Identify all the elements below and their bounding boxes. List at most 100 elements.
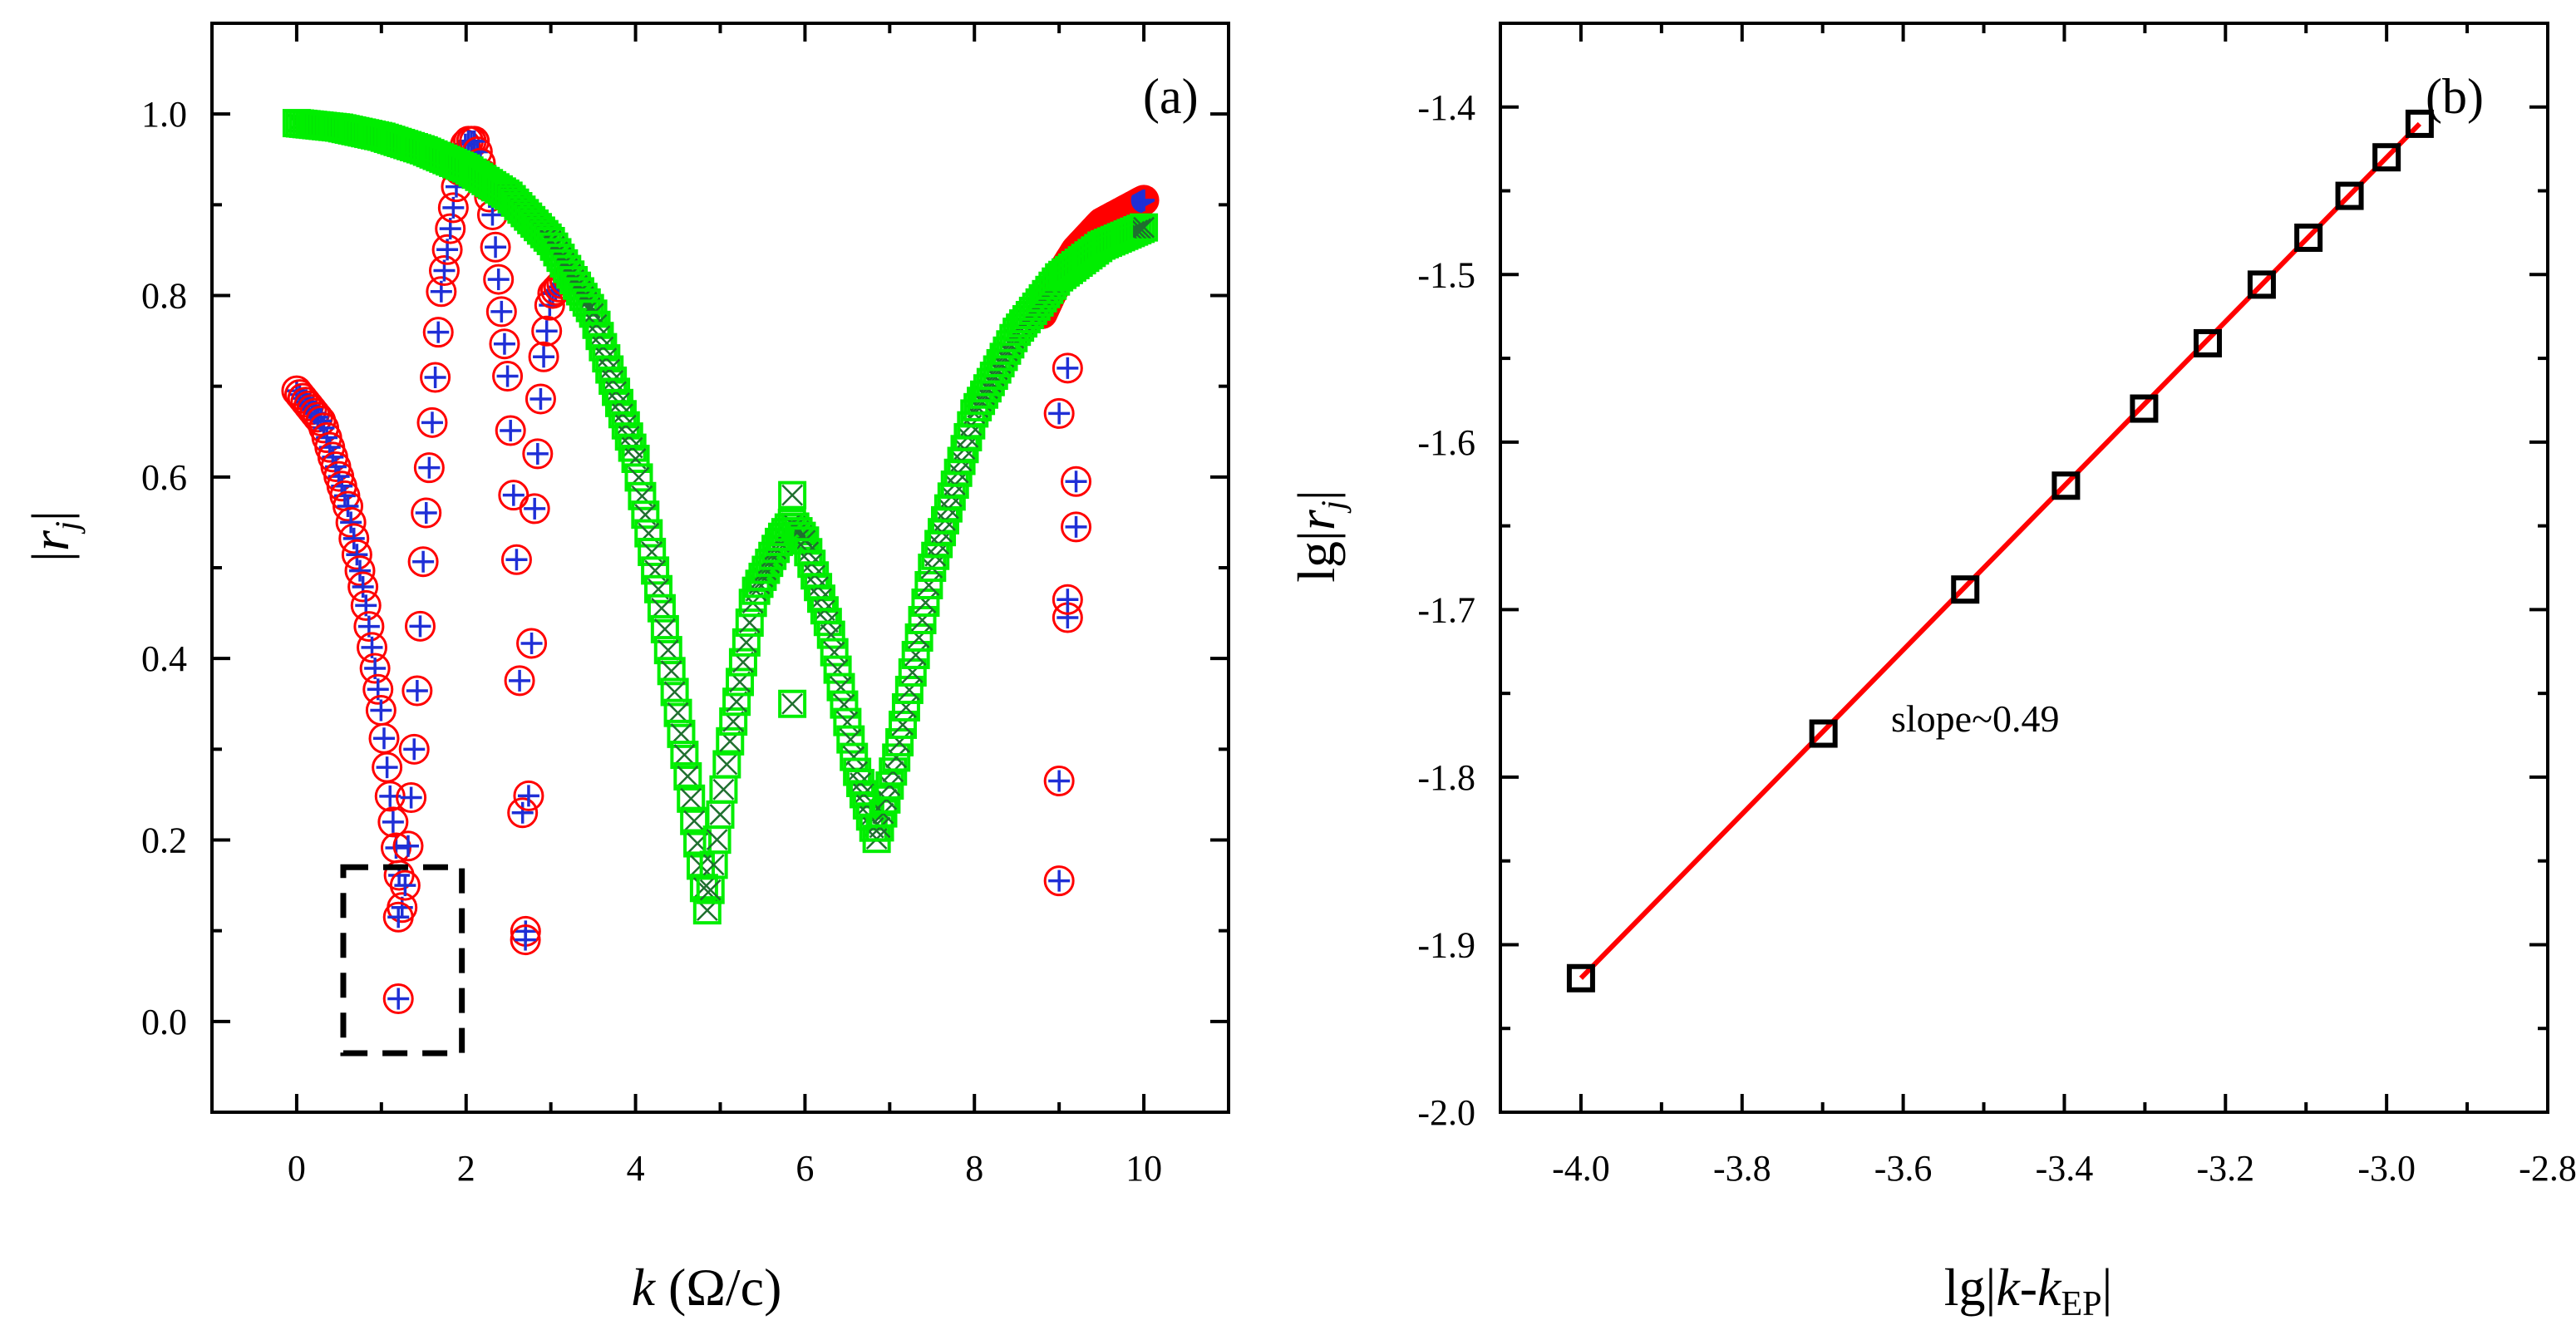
panel-a-branch-3-point-cross-b <box>823 641 845 663</box>
panel-a-branch-3-point-square <box>712 750 741 779</box>
panel-a-branch-3-point-square <box>692 896 722 925</box>
panel-a-branch-3-point-square <box>670 741 699 770</box>
panel-a-branch-3-point <box>670 741 699 770</box>
panel-a-branch-1-outliers-point-circle <box>1061 511 1092 543</box>
panel-b-ytick-label: -1.7 <box>1417 589 1475 630</box>
panel-a-branch-1-point-circle <box>437 192 469 224</box>
panel-a-branch-1-point <box>389 869 421 901</box>
panel-b-ytick-label: -1.9 <box>1417 924 1475 965</box>
panel-a-branch-1-point <box>341 539 372 570</box>
panel-a-branch-3-point-cross-b <box>901 662 924 683</box>
panel-a-branch-1-point <box>404 610 436 642</box>
panel-a-branch-3-point-cross-b <box>826 658 849 681</box>
panel-a-branch-1-point-circle <box>396 782 427 814</box>
panel-a-branch-1-point <box>483 264 515 295</box>
panel-a-branch-1-point <box>344 555 376 587</box>
panel-a-branch-1-point <box>507 797 539 829</box>
panel-a-y-axis-bar-right: | <box>21 510 80 521</box>
panel-a-branch-3-point-square <box>833 707 862 736</box>
panel-a-branch-3-point <box>706 800 735 829</box>
panel-a-branch-3-point-square <box>631 500 660 530</box>
panel-a-branch-3-point-square <box>641 556 670 585</box>
panel-b-x-axis-minus: - <box>2020 1258 2037 1317</box>
panel-a-branch-3-point-square <box>728 648 757 677</box>
panel-a-branch-3-point <box>657 657 686 686</box>
panel-a-branch-1-point <box>377 806 409 838</box>
panel-a-branch-3-point-square <box>908 605 937 634</box>
panel-a-branch-1-point <box>396 782 427 814</box>
panel-a-branch-1-point-circle <box>296 394 328 426</box>
panel-a-xtick-label: 6 <box>795 1148 814 1189</box>
panel-a-branch-1-outliers-point-circle <box>510 924 541 956</box>
panel-a-branch-3-point <box>911 588 940 617</box>
panel-b-xtick-label: -3.8 <box>1713 1148 1771 1189</box>
panel-a-branch-3-point-square <box>653 636 682 665</box>
panel-a-branch-2-point <box>1128 185 1160 216</box>
panel-a-branch-3-point-square <box>575 293 604 323</box>
panel-a-branch-1-outliers-point-circle <box>1043 766 1075 797</box>
panel-a-branch-3-point-square <box>657 657 686 686</box>
panel-a-branch-1-point-circle <box>507 797 539 829</box>
panel-a-branch-1-point-circle <box>353 611 385 643</box>
panel-a-branch-3-point-square <box>836 725 865 754</box>
panel-a-branch-3-point-square <box>689 874 718 903</box>
panel-b-data-point <box>2405 109 2434 138</box>
panel-a-branch-1-point <box>335 506 367 538</box>
panel-a-branch-3-point <box>650 614 679 643</box>
panel-a-branch-1-point-circle <box>435 213 466 244</box>
panel-a-branch-1-point <box>492 361 524 392</box>
panel-a-branch-3-point <box>885 727 914 756</box>
panel-a-branch-1-point-circle <box>422 317 454 348</box>
panel-b-data-point-square <box>2193 328 2222 357</box>
panel-a-x-axis-unit: (Ω/c) <box>655 1258 781 1317</box>
panel-a-branch-3-point-cross-b <box>830 676 852 698</box>
panel-a-branch-1-point-circle <box>480 231 511 263</box>
panel-a-branch-3-point-square <box>667 719 696 748</box>
panel-b-data-point-square <box>2405 109 2434 138</box>
panel-b-ytick-label: -1.6 <box>1417 422 1475 463</box>
panel-a-branch-3-point-cross-b <box>843 746 865 768</box>
panel-a-branch-3-point <box>647 594 676 623</box>
panel-a-branch-1-outliers-point-circle <box>382 983 414 1015</box>
panel-a-branch-1-point <box>416 406 448 438</box>
panel-a-branch-3-point-square <box>621 445 650 473</box>
panel-b-xtick-label: -3.2 <box>2196 1148 2254 1189</box>
panel-b-y-axis-prefix: lg| <box>1287 530 1346 583</box>
panel-a-branch-1-point-circle <box>338 523 370 554</box>
panel-a-branch-1-outliers-point <box>1061 511 1092 543</box>
panel-a-branch-3-point-cross-b <box>895 697 917 718</box>
panel-a-branch-3-point-cross-b <box>651 597 672 619</box>
panel-a-branch-3-point-cross-b <box>1130 218 1152 240</box>
panel-a-branch-3-point-cross-b <box>892 714 914 736</box>
panel-a-branch-1-point-circle <box>489 328 520 360</box>
panel-a-branch-3-point <box>833 707 862 736</box>
panel-a-branch-1-point-circle <box>522 438 554 470</box>
panel-b-xtick-label: -3.4 <box>2036 1148 2094 1189</box>
panel-a-branch-1-point <box>498 480 529 511</box>
highlight-box <box>340 864 465 1057</box>
panel-a-branch-1-point-circle <box>404 610 436 642</box>
panel-a-branch-1-point-circle <box>335 506 367 538</box>
panel-a-y-axis-bar-left: | <box>21 551 80 562</box>
panel-a-branch-3-point-square <box>719 707 748 736</box>
panel-a-ytick-label: 0.0 <box>141 1002 187 1042</box>
panel-b-x-axis-var2: k <box>2037 1258 2062 1317</box>
panel-a-branch-3-point-square <box>644 574 673 603</box>
panel-a-branch-1-point <box>522 438 554 470</box>
panel-a-branch-3-outliers-point-square <box>778 480 807 510</box>
panel-b-y-axis-suffix: | <box>1287 490 1346 500</box>
panel-b-x-axis-sub: EP <box>2061 1285 2101 1323</box>
panel-b-y-axis-var: r <box>1287 509 1346 530</box>
panel-a-branch-1-point <box>372 751 403 783</box>
panel-a-branch-1-point-circle <box>492 361 524 392</box>
panel-a-branch-3-point-square <box>911 588 940 617</box>
panel-b-x-axis-var: k <box>1996 1258 2021 1317</box>
panel-a-branch-3-point-square <box>787 521 816 550</box>
panel-a-branch-1-outliers-point-circle <box>1052 352 1083 384</box>
panel-a-branch-3-point-square <box>901 640 930 669</box>
panel-a-branch-1-point <box>504 665 535 697</box>
panel-b-data-point <box>2372 143 2401 172</box>
panel-a-branch-1-point <box>338 523 370 554</box>
slope-annotation: slope~0.49 <box>1891 697 2060 740</box>
panel-a-branch-3-outliers-point-square <box>778 689 807 718</box>
